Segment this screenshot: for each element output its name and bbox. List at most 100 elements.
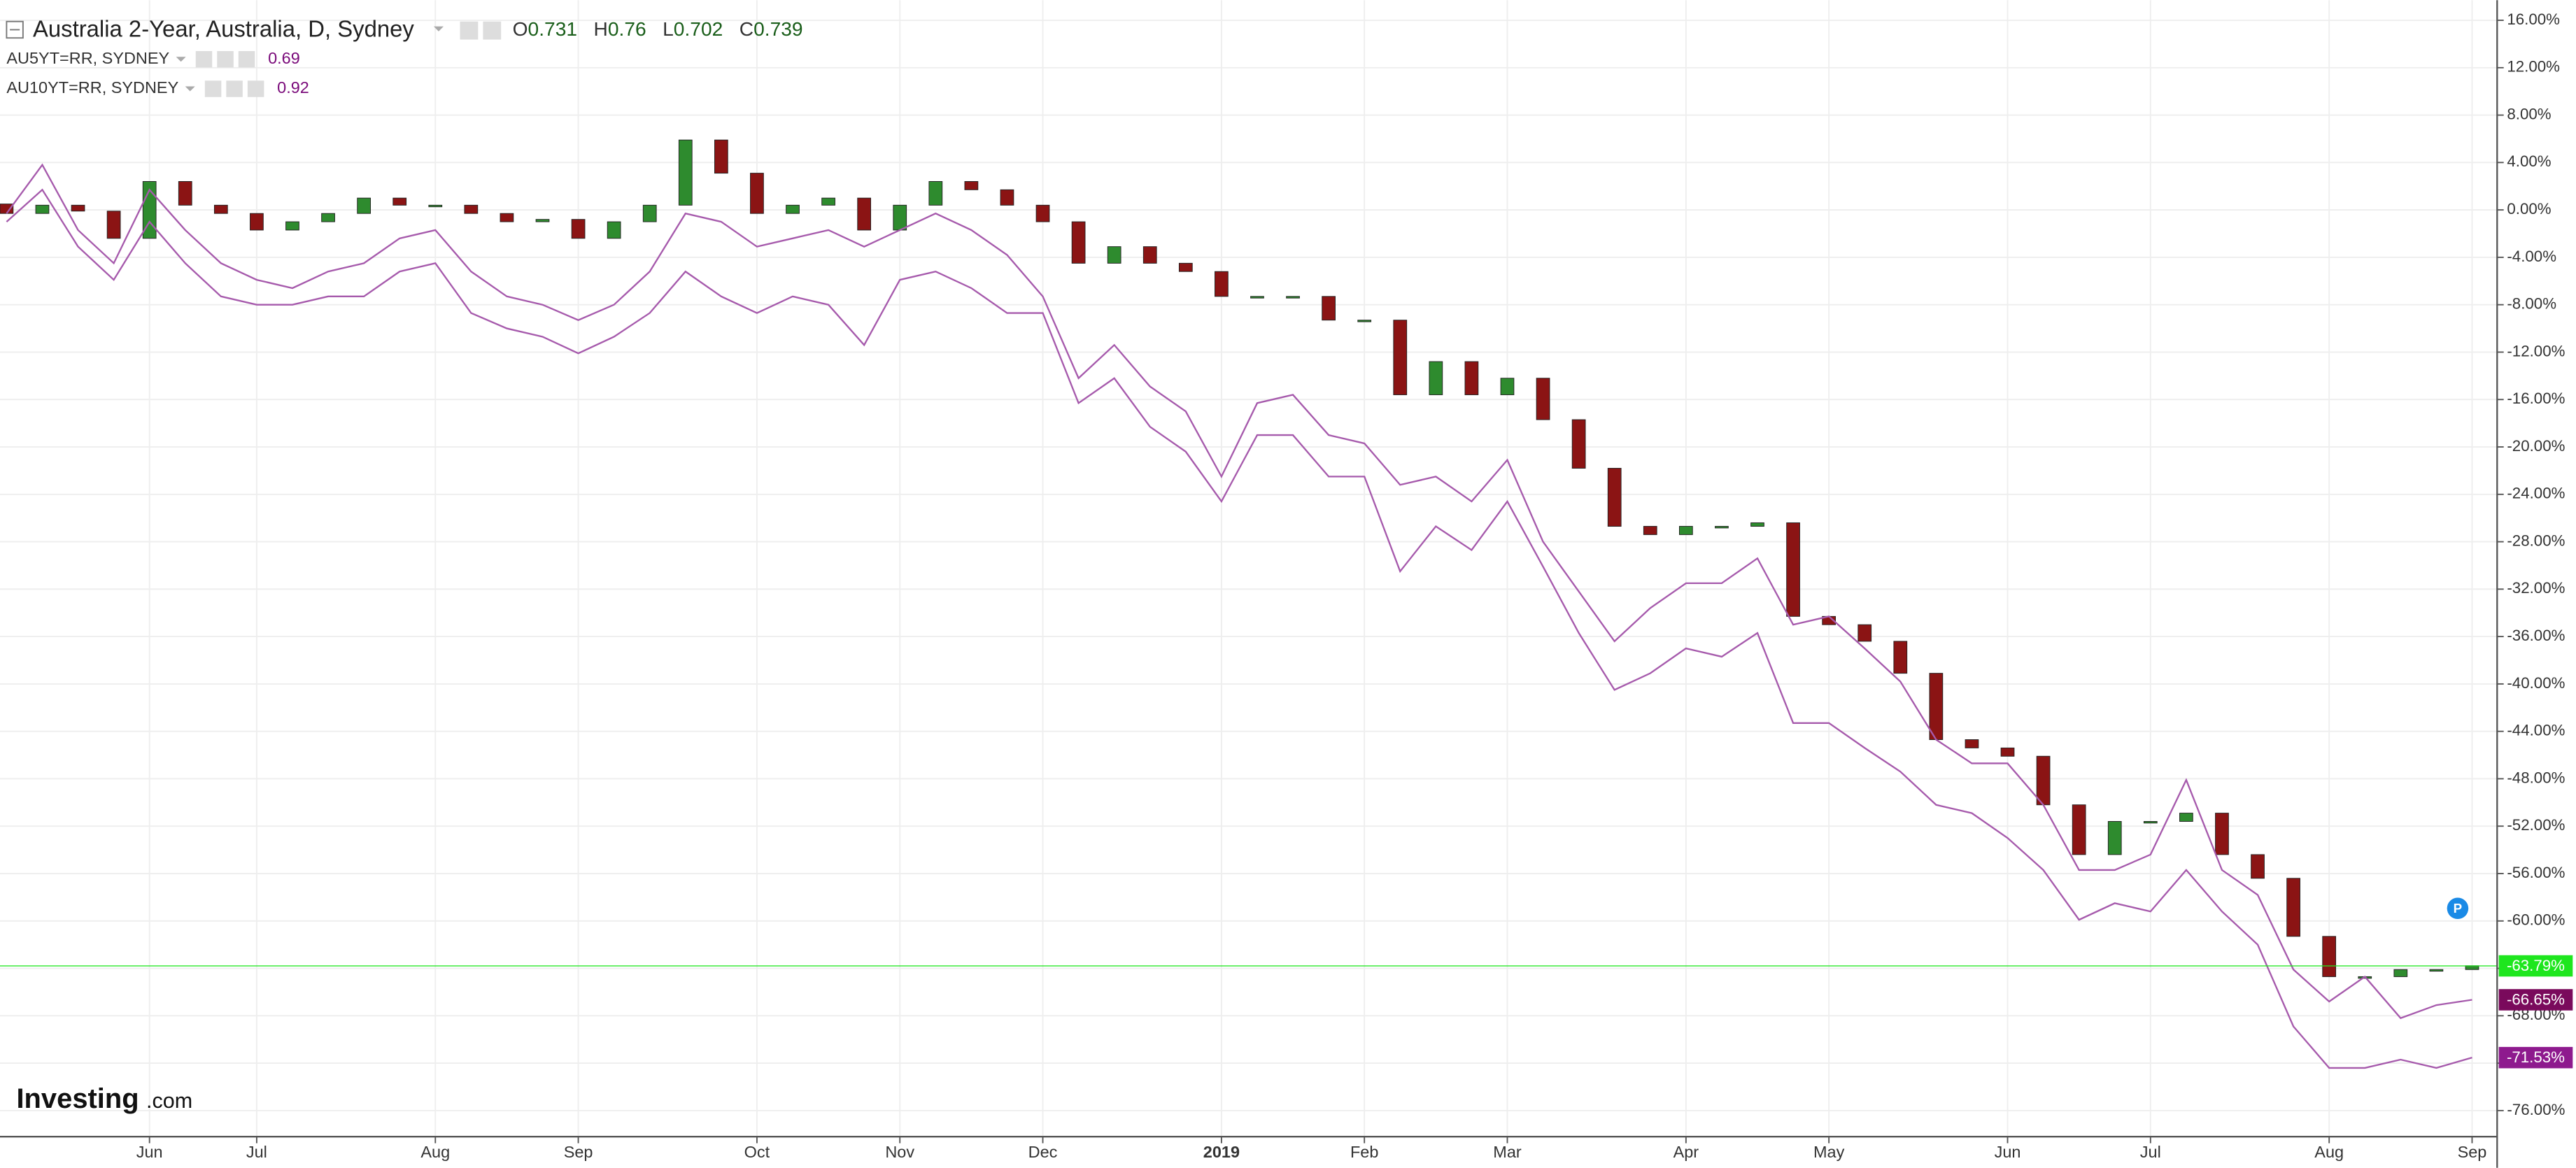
- x-tick-label: 2019: [1203, 1143, 1240, 1161]
- candle: [1000, 189, 1014, 206]
- chart-title: Australia 2-Year, Australia, D, Sydney: [33, 15, 414, 41]
- legend-icon[interactable]: [217, 51, 234, 68]
- legend-icon[interactable]: [226, 80, 243, 97]
- plot-area: [0, 139, 2498, 1069]
- candle: [1035, 204, 1050, 222]
- candle: [535, 219, 550, 222]
- x-tick-label: Jul: [2140, 1143, 2161, 1161]
- ohlc-label: C: [739, 17, 753, 40]
- x-tick-label: Feb: [1350, 1143, 1378, 1161]
- candle: [250, 213, 264, 231]
- candle: [2215, 813, 2229, 855]
- legend-icon[interactable]: [204, 80, 222, 97]
- candle: [1357, 320, 1372, 322]
- candle: [2000, 747, 2015, 757]
- ohlc: O 0.731 H 0.76 L 0.702 C 0.739: [513, 17, 803, 40]
- candle: [357, 197, 371, 214]
- ohlc-label: H: [594, 17, 608, 40]
- candle: [1250, 296, 1264, 299]
- y-tick-label: -60.00%: [2507, 911, 2565, 929]
- candle: [1286, 296, 1300, 299]
- y-tick-label: -8.00%: [2507, 295, 2556, 313]
- badge[interactable]: P: [2447, 897, 2469, 920]
- legend-icon[interactable]: [247, 80, 264, 97]
- collapse-icon[interactable]: [6, 20, 24, 39]
- y-tick-label: -36.00%: [2507, 627, 2565, 644]
- candle: [1893, 641, 1908, 674]
- y-tick-label: -52.00%: [2507, 816, 2565, 834]
- ohlc-label: L: [663, 17, 674, 40]
- x-tick-label: Jul: [246, 1143, 267, 1161]
- price-tag-label: -66.65%: [2507, 991, 2565, 1009]
- price-tag: [2498, 989, 2573, 1011]
- legend-value: 0.92: [277, 78, 309, 97]
- candle: [500, 213, 514, 222]
- candle: [2251, 854, 2265, 879]
- candle: [1429, 361, 1443, 395]
- y-tick-label: -32.00%: [2507, 579, 2565, 597]
- dropdown-arrow[interactable]: [176, 57, 186, 62]
- candle: [1393, 320, 1408, 395]
- candle: [35, 204, 50, 214]
- x-tick-label: Sep: [2458, 1143, 2487, 1161]
- candle: [428, 204, 443, 208]
- candle: [0, 204, 14, 214]
- candle: [1500, 378, 1515, 395]
- legend-icon[interactable]: [195, 51, 213, 68]
- candle: [1965, 739, 1979, 748]
- candle: [285, 221, 299, 231]
- candle: [571, 219, 586, 239]
- x-tick-label: May: [1813, 1143, 1845, 1161]
- y-tick-label: -40.00%: [2507, 674, 2565, 692]
- candle: [1464, 361, 1479, 395]
- settings-icon[interactable]: [483, 21, 502, 40]
- candle: [2322, 936, 2337, 977]
- candle: [2072, 804, 2086, 855]
- badge-circle[interactable]: [2447, 897, 2469, 920]
- candle: [1607, 468, 1622, 527]
- candle: [1786, 522, 1800, 617]
- y-tick-label: -48.00%: [2507, 769, 2565, 786]
- logo-suffix: .com: [146, 1089, 192, 1113]
- candle: [1071, 221, 1086, 264]
- x-tick-label: Oct: [744, 1143, 770, 1161]
- dropdown-arrow[interactable]: [185, 86, 195, 92]
- price-tag: [2498, 1046, 2573, 1069]
- y-tick-label: -20.00%: [2507, 437, 2565, 455]
- y-tick-label: -16.00%: [2507, 390, 2565, 407]
- dropdown-arrow[interactable]: [433, 26, 444, 31]
- y-tick-label: 0.00%: [2507, 200, 2551, 218]
- x-tick-label: Aug: [2314, 1143, 2344, 1161]
- candle: [750, 173, 764, 214]
- legend-name: AU10YT=RR, SYDNEY: [6, 78, 178, 97]
- y-tick-label: -76.00%: [2507, 1101, 2565, 1118]
- candle: [464, 204, 479, 214]
- candle: [1322, 296, 1336, 321]
- candle: [392, 197, 407, 206]
- candle: [178, 180, 192, 206]
- candle: [213, 204, 228, 214]
- candle: [893, 204, 907, 231]
- candle: [1107, 246, 1121, 264]
- x-tick-label: Dec: [1028, 1143, 1058, 1161]
- ohlc-value: 0.76: [608, 17, 646, 40]
- candle: [786, 204, 800, 214]
- legend-value: 0.69: [268, 49, 300, 67]
- y-tick-label: -24.00%: [2507, 485, 2565, 502]
- candle: [2393, 969, 2408, 977]
- price-tag-label: -63.79%: [2507, 957, 2565, 974]
- y-tick-label: -28.00%: [2507, 532, 2565, 549]
- candle: [1643, 526, 1657, 535]
- x-tick-label: Sep: [564, 1143, 593, 1161]
- ohlc-value: 0.702: [674, 17, 723, 40]
- legend-icon[interactable]: [238, 51, 255, 68]
- candle: [1178, 262, 1193, 272]
- y-tick-label: 16.00%: [2507, 10, 2560, 28]
- settings-icon[interactable]: [460, 21, 479, 40]
- legend-name: AU5YT=RR, SYDNEY: [6, 49, 169, 67]
- series-line: [6, 163, 2472, 1020]
- y-tick-label: -44.00%: [2507, 722, 2565, 739]
